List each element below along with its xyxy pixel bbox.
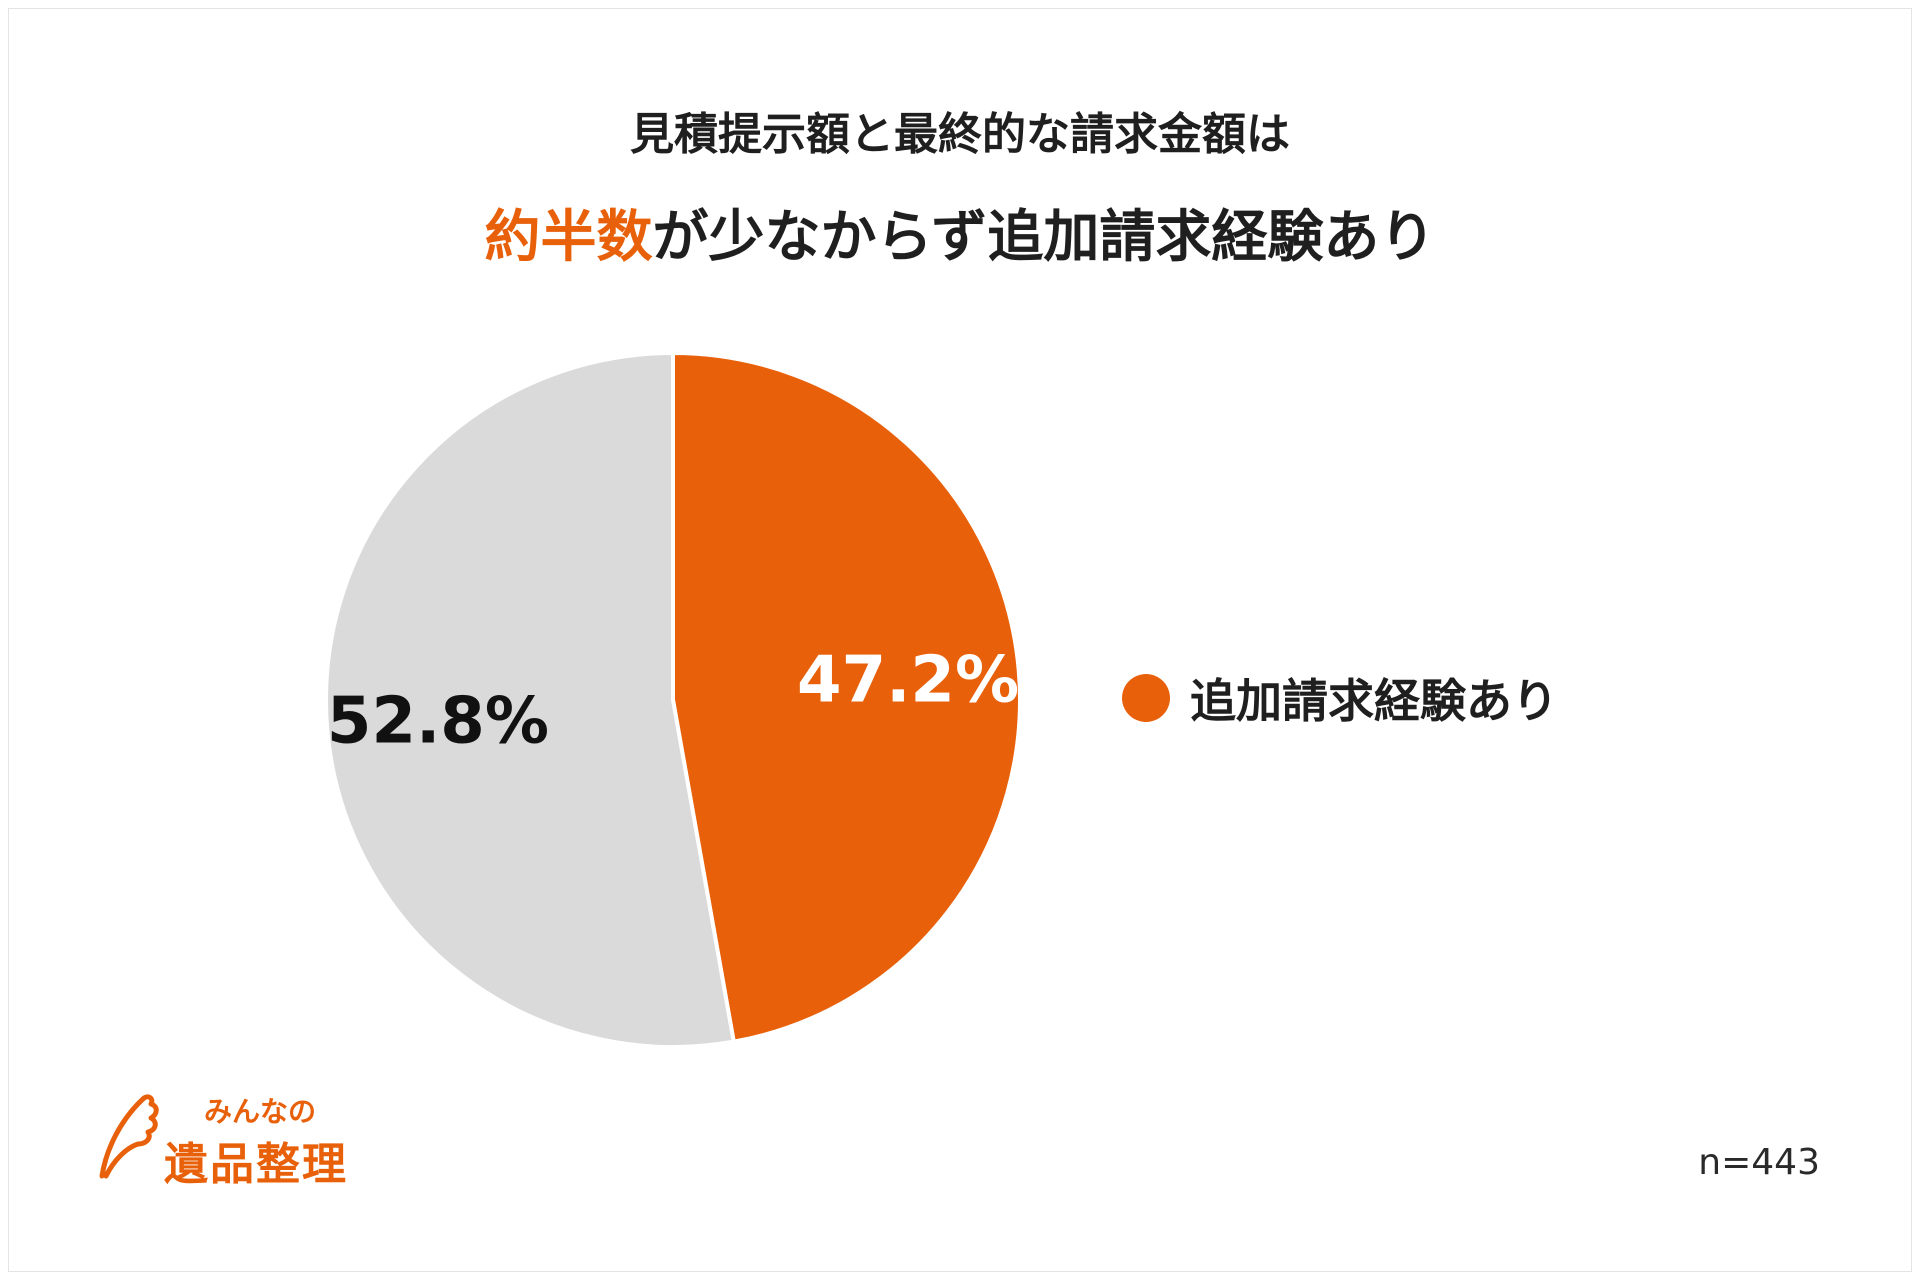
- chart-title-line1: 見積提示額と最終的な請求金額は: [630, 109, 1290, 160]
- pie-slice-value-label-1: 52.8%: [327, 685, 549, 759]
- pie-slice-value-label-0: 47.2%: [797, 643, 1019, 717]
- chart-frame: [8, 8, 1912, 1272]
- logo-subtext: みんなの: [204, 1095, 317, 1128]
- chart-title-line2: 約半数が少なからず追加請求経験あり: [0, 192, 1920, 273]
- pie-slice-1: [324, 351, 736, 1049]
- legend-label: 追加請求経験あり: [1190, 674, 1558, 728]
- sample-size-label: n=443: [1698, 1142, 1820, 1183]
- wing-icon: [99, 1094, 159, 1179]
- logo-maintext: 遺品整理: [164, 1139, 348, 1190]
- legend: 追加請求経験あり: [1122, 672, 1558, 728]
- pie-slice-0: [671, 351, 1022, 1044]
- brand-logo: みんなの 遺品整理: [96, 1086, 396, 1190]
- title-highlight: 約半数: [484, 205, 653, 270]
- legend-dot: [1122, 674, 1170, 722]
- title-rest: が少なからず追加請求経験あり: [652, 205, 1436, 270]
